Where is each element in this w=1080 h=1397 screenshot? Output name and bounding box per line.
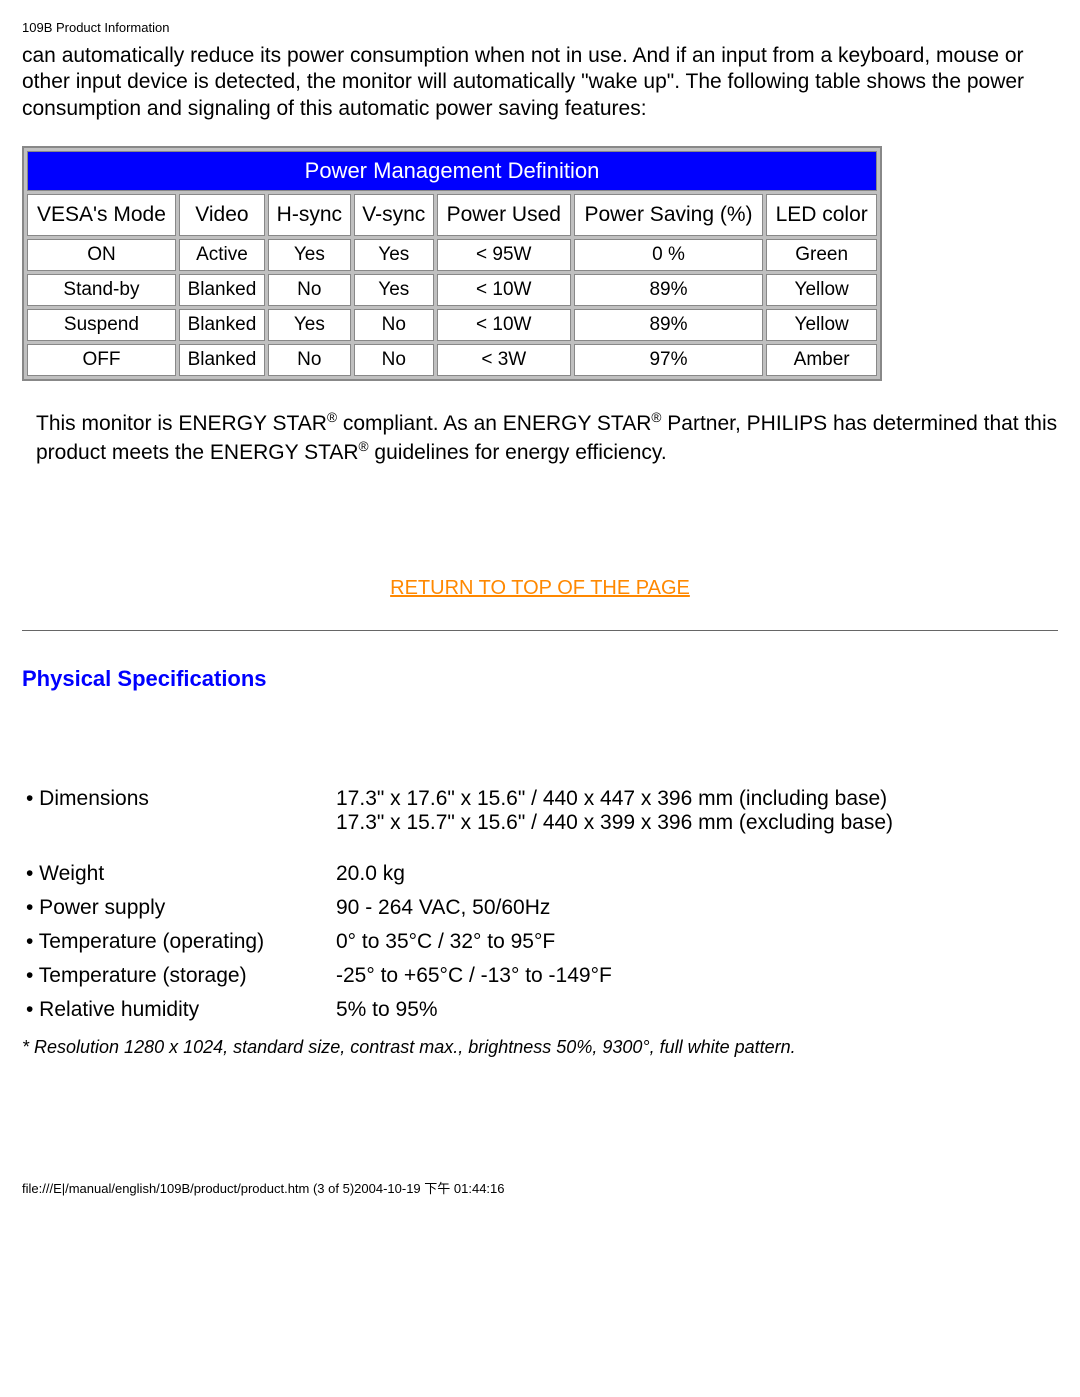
power-management-table: Power Management Definition VESA's Mode … <box>22 146 882 381</box>
col-vesa-mode: VESA's Mode <box>27 194 176 236</box>
page-footer: file:///E|/manual/english/109B/product/p… <box>22 1178 1058 1197</box>
spec-row: • Dimensions 17.3" x 17.6" x 15.6" / 440… <box>22 782 893 857</box>
return-to-top-link[interactable]: RETURN TO TOP OF THE PAGE <box>390 577 690 599</box>
table-row: Stand-by Blanked No Yes < 10W 89% Yellow <box>27 274 877 306</box>
return-to-top-container: RETURN TO TOP OF THE PAGE <box>22 577 1058 600</box>
section-title-physical-specs: Physical Specifications <box>22 666 1058 692</box>
compliance-text: This monitor is ENERGY STAR® compliant. … <box>36 409 1058 468</box>
intro-paragraph: can automatically reduce its power consu… <box>22 43 1058 122</box>
spec-label: • Relative humidity <box>22 993 336 1027</box>
spec-value: -25° to +65°C / -13° to -149°F <box>336 959 893 993</box>
spec-value: 20.0 kg <box>336 857 893 891</box>
col-power-saving: Power Saving (%) <box>574 194 764 236</box>
spec-row: • Power supply 90 - 264 VAC, 50/60Hz <box>22 891 893 925</box>
table-title: Power Management Definition <box>27 151 877 191</box>
spec-value: 17.3" x 17.6" x 15.6" / 440 x 447 x 396 … <box>336 782 893 857</box>
spec-value: 5% to 95% <box>336 993 893 1027</box>
footnote: * Resolution 1280 x 1024, standard size,… <box>22 1037 1058 1058</box>
spec-label: • Weight <box>22 857 336 891</box>
table-row: OFF Blanked No No < 3W 97% Amber <box>27 344 877 376</box>
spec-label: • Temperature (operating) <box>22 925 336 959</box>
spec-row: • Relative humidity 5% to 95% <box>22 993 893 1027</box>
table-row: Suspend Blanked Yes No < 10W 89% Yellow <box>27 309 877 341</box>
spec-label: • Power supply <box>22 891 336 925</box>
spec-value: 90 - 264 VAC, 50/60Hz <box>336 891 893 925</box>
col-video: Video <box>179 194 265 236</box>
page-header: 109B Product Information <box>22 20 1058 35</box>
col-power-used: Power Used <box>437 194 571 236</box>
spec-row: • Temperature (operating) 0° to 35°C / 3… <box>22 925 893 959</box>
spec-row: • Weight 20.0 kg <box>22 857 893 891</box>
col-vsync: V-sync <box>354 194 434 236</box>
divider <box>22 630 1058 631</box>
spec-row: • Temperature (storage) -25° to +65°C / … <box>22 959 893 993</box>
table-row: ON Active Yes Yes < 95W 0 % Green <box>27 239 877 271</box>
spec-label: • Dimensions <box>22 782 336 857</box>
physical-specs-table: • Dimensions 17.3" x 17.6" x 15.6" / 440… <box>22 782 893 1027</box>
spec-label: • Temperature (storage) <box>22 959 336 993</box>
col-hsync: H-sync <box>268 194 351 236</box>
spec-value: 0° to 35°C / 32° to 95°F <box>336 925 893 959</box>
col-led-color: LED color <box>766 194 877 236</box>
